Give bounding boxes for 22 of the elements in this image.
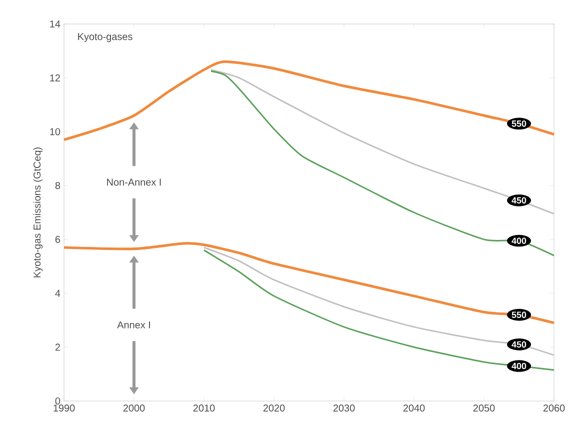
x-tick-label: 2030 bbox=[333, 404, 355, 412]
annotation: Annex I bbox=[117, 321, 150, 328]
line-series bbox=[62, 60, 556, 142]
y-tick-label: 4 bbox=[55, 290, 60, 297]
y-tick-label: 6 bbox=[55, 236, 60, 243]
y-axis-title: Kyoto-gas Emissions (GtCeq) bbox=[33, 148, 43, 278]
x-tick-label: 2050 bbox=[473, 404, 495, 412]
x-tick-label: 2020 bbox=[263, 404, 285, 412]
y-tick-label: 14 bbox=[50, 20, 60, 28]
y-tick-label: 8 bbox=[55, 182, 60, 190]
line-series bbox=[210, 70, 555, 256]
x-tick-label: 2010 bbox=[193, 404, 215, 412]
y-tick-label: 2 bbox=[55, 344, 60, 351]
x-tick-label: 1990 bbox=[54, 404, 75, 412]
y-tick-label: 10 bbox=[50, 128, 60, 136]
x-tick-label: 2000 bbox=[123, 404, 145, 412]
annotation: Non-Annex I bbox=[107, 178, 161, 186]
y-tick-label: 12 bbox=[50, 74, 60, 82]
y-tick-label: 0 bbox=[55, 397, 60, 405]
annotation: Kyoto-gases bbox=[78, 33, 132, 42]
x-tick-label: 2040 bbox=[403, 404, 425, 412]
x-tick-label: 2060 bbox=[543, 404, 565, 412]
